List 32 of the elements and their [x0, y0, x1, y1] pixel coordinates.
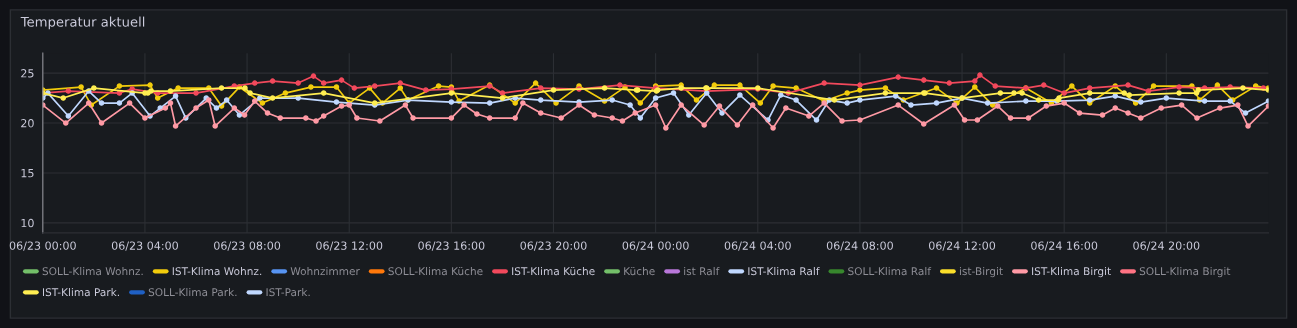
y-tick-label: 25 — [21, 69, 34, 78]
x-tick-label: 06/23 20:00 — [520, 241, 587, 251]
legend-label: IST-Park. — [266, 287, 310, 297]
x-tick-label: 06/23 00:00 — [9, 241, 76, 251]
x-tick-label: 06/24 12:00 — [929, 241, 996, 251]
legend-label: Wohnzimmer — [290, 266, 360, 276]
x-tick-label: 06/24 16:00 — [1031, 241, 1098, 251]
legend-label: ist-Birgit — [959, 266, 1003, 278]
legend-label: IST-Klima Park. — [42, 287, 119, 297]
legend-label: IST-Klima Wohnz. — [172, 266, 262, 276]
x-tick-label: 06/24 20:00 — [1133, 241, 1200, 251]
legend-label: Küche — [624, 266, 655, 276]
legend-label: IST-Klima Ralf — [748, 266, 820, 276]
x-tick-label: 06/23 16:00 — [418, 241, 485, 251]
x-tick-label: 06/23 12:00 — [316, 241, 383, 251]
x-tick-label: 06/24 00:00 — [622, 241, 689, 251]
legend-label: SOLL-Klima Wohnz. — [42, 266, 143, 276]
legend-label: ist Ralf — [684, 266, 720, 276]
y-tick-label: 20 — [21, 119, 34, 128]
x-tick-label: 06/24 08:00 — [826, 241, 893, 251]
x-tick-label: 06/24 04:00 — [724, 241, 791, 251]
y-tick-label: 10 — [21, 218, 34, 228]
x-tick-label: 06/23 04:00 — [111, 241, 178, 251]
legend-label: SOLL-Klima Ralf — [848, 266, 932, 276]
legend-label: SOLL-Klima Küche — [388, 266, 483, 276]
legend-label: IST-Klima Küche — [512, 266, 595, 276]
legend-label: SOLL-Klima Birgit — [1139, 266, 1231, 278]
x-tick-label: 06/23 08:00 — [214, 241, 281, 251]
legend-label: IST-Klima Birgit — [1032, 266, 1111, 278]
chart-title: Temperatur aktuell — [20, 16, 145, 30]
legend-label: SOLL-Klima Park. — [148, 287, 237, 297]
y-tick-label: 15 — [21, 169, 34, 178]
